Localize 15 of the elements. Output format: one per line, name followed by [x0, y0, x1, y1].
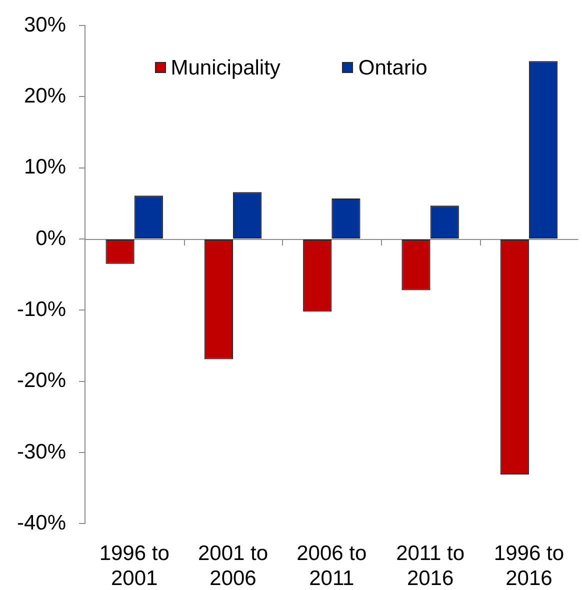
- y-tick-label: 0%: [36, 226, 66, 250]
- x-tick-label: 2006 to 2011: [296, 542, 367, 590]
- x-tick-label: 1996 to 2016: [494, 542, 564, 590]
- y-tick-label: 10%: [24, 156, 66, 179]
- legend-label: Ontario: [358, 56, 428, 80]
- y-tick-label: -40%: [16, 511, 66, 534]
- y-tick-label: -20%: [16, 369, 66, 392]
- y-tick-label: 20%: [24, 84, 66, 108]
- x-tick-label: 1996 to 2001: [99, 542, 170, 590]
- y-tick-label: -30%: [16, 440, 66, 464]
- x-tick-label: 2001 to 2006: [198, 542, 268, 590]
- x-tick-label: 2011 to 2016: [396, 542, 465, 590]
- legend-label: Municipality: [170, 56, 281, 80]
- y-tick-label: -10%: [16, 298, 66, 321]
- y-tick-label: 30%: [24, 13, 66, 36]
